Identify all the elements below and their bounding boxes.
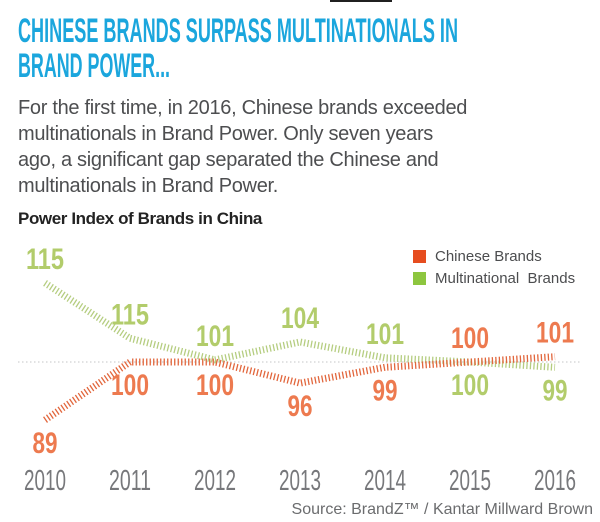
value-label-chinese-2016: 101	[536, 317, 574, 350]
value-label-multinational-2013: 104	[281, 302, 319, 335]
chart-value-labels: 89 115 100 115 100 101 96 104 99 101 100 100 101 99	[26, 243, 574, 460]
intro-line-2: multinationals in Brand Power. Only seve…	[18, 123, 434, 145]
legend-item-chinese-brands: Chinese Brands	[413, 246, 575, 266]
x-axis-label-2011: 2011	[109, 465, 151, 497]
value-label-multinational-2011: 115	[111, 298, 149, 331]
value-label-chinese-2015: 100	[451, 322, 489, 355]
chart-title: Power Index of Brands in China	[18, 209, 262, 228]
value-label-multinational-2014: 101	[366, 318, 404, 351]
value-label-chinese-2011: 100	[111, 369, 149, 402]
multinational-brands-swatch-icon	[413, 271, 426, 285]
legend-label-multinational-brands: Multinational Brands	[435, 269, 576, 287]
legend-label-chinese-brands: Chinese Brands	[435, 247, 542, 265]
intro-line-4: multinationals in Brand Power.	[18, 175, 279, 197]
x-axis-label-2010: 2010	[24, 465, 66, 497]
chart-legend: Chinese Brands Multinational Brands	[413, 246, 575, 290]
value-label-chinese-2010: 89	[33, 427, 58, 460]
x-axis-label-2016: 2016	[534, 465, 576, 497]
line-chart: 89 115 100 115 100 101 96 104 99 101 100 100 101 99 2…	[18, 243, 582, 497]
intro-line-3: ago, a significant gap separated the Chi…	[18, 149, 439, 171]
value-label-multinational-2015: 100	[451, 369, 489, 402]
x-axis-labels: 2010 2011 2012 2013 2014 2015 2016	[24, 465, 576, 497]
value-label-multinational-2010: 115	[26, 243, 64, 276]
headline: CHINESE BRANDS SURPASS MULTINATIONALS IN…	[18, 12, 458, 85]
intro-paragraph: For the first time, in 2016, Chinese bra…	[18, 95, 467, 199]
legend-item-multinational-brands: Multinational Brands	[413, 268, 575, 288]
value-label-chinese-2012: 100	[196, 369, 234, 402]
value-label-chinese-2014: 99	[373, 374, 398, 407]
x-axis-label-2015: 2015	[449, 465, 491, 497]
value-label-multinational-2016: 99	[543, 374, 568, 407]
x-axis-label-2013: 2013	[279, 465, 321, 497]
headline-line-1: CHINESE BRANDS SURPASS MULTINATIONALS IN	[18, 12, 458, 50]
crop-artifact-line	[330, 0, 392, 2]
headline-line-2: BRAND POWER...	[18, 47, 170, 85]
chinese-brands-swatch-icon	[413, 249, 426, 263]
x-axis-label-2012: 2012	[194, 465, 236, 497]
x-axis-label-2014: 2014	[364, 465, 406, 497]
source-credit: Source: BrandZ™ / Kantar Millward Brown	[291, 501, 593, 518]
value-label-chinese-2013: 96	[288, 390, 313, 423]
value-label-multinational-2012: 101	[196, 320, 234, 353]
intro-line-1: For the first time, in 2016, Chinese bra…	[18, 97, 468, 119]
